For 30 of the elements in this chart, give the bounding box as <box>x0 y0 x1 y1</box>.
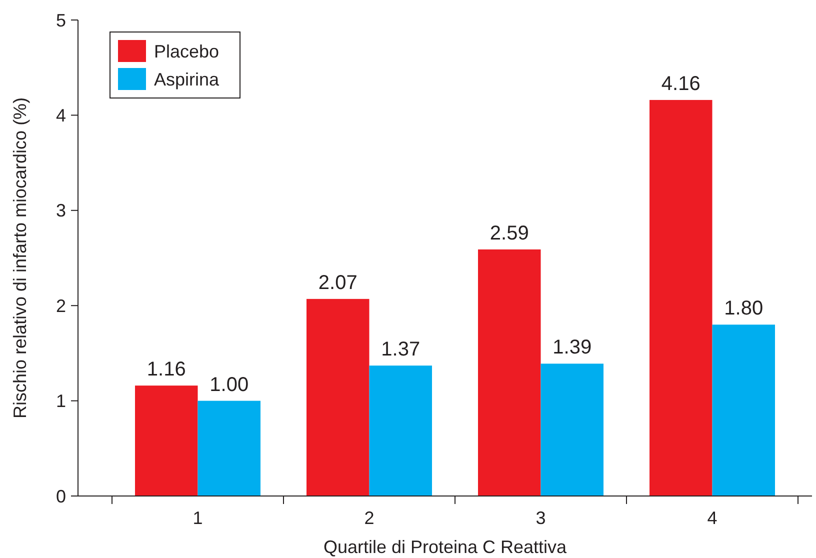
bar <box>712 324 775 496</box>
legend-label: Aspirina <box>154 69 220 90</box>
y-tick-label: 4 <box>56 106 66 126</box>
bar <box>306 298 370 496</box>
x-tick-label: 2 <box>364 508 374 528</box>
data-label: 2.59 <box>490 222 529 244</box>
y-tick-label: 5 <box>56 10 66 30</box>
x-tick-label: 3 <box>536 508 546 528</box>
y-tick-label: 1 <box>56 391 66 412</box>
data-label: 1.00 <box>210 374 249 396</box>
bar <box>540 364 604 496</box>
y-axis-title: Rischio relativo di infarto miocardico (%) <box>10 97 30 419</box>
y-tick-label: 3 <box>56 200 66 221</box>
bar <box>650 100 712 496</box>
data-label: 1.37 <box>381 338 420 361</box>
x-tick-label: 1 <box>192 508 203 528</box>
y-tick-label: 0 <box>56 486 66 506</box>
data-label: 2.07 <box>318 272 358 294</box>
x-axis-title: Quartile di Proteina C Reattiva <box>323 537 568 557</box>
y-tick-label: 2 <box>56 296 66 316</box>
data-label: 1.39 <box>552 336 592 359</box>
bar <box>198 400 260 496</box>
data-label: 1.80 <box>724 298 764 320</box>
data-label: 1.16 <box>146 358 186 381</box>
data-label: 4.16 <box>661 72 700 95</box>
legend-label: Placebo <box>154 41 220 62</box>
bar <box>135 386 198 496</box>
x-tick-label: 4 <box>707 508 718 528</box>
bar <box>369 366 432 496</box>
bar <box>478 249 541 496</box>
